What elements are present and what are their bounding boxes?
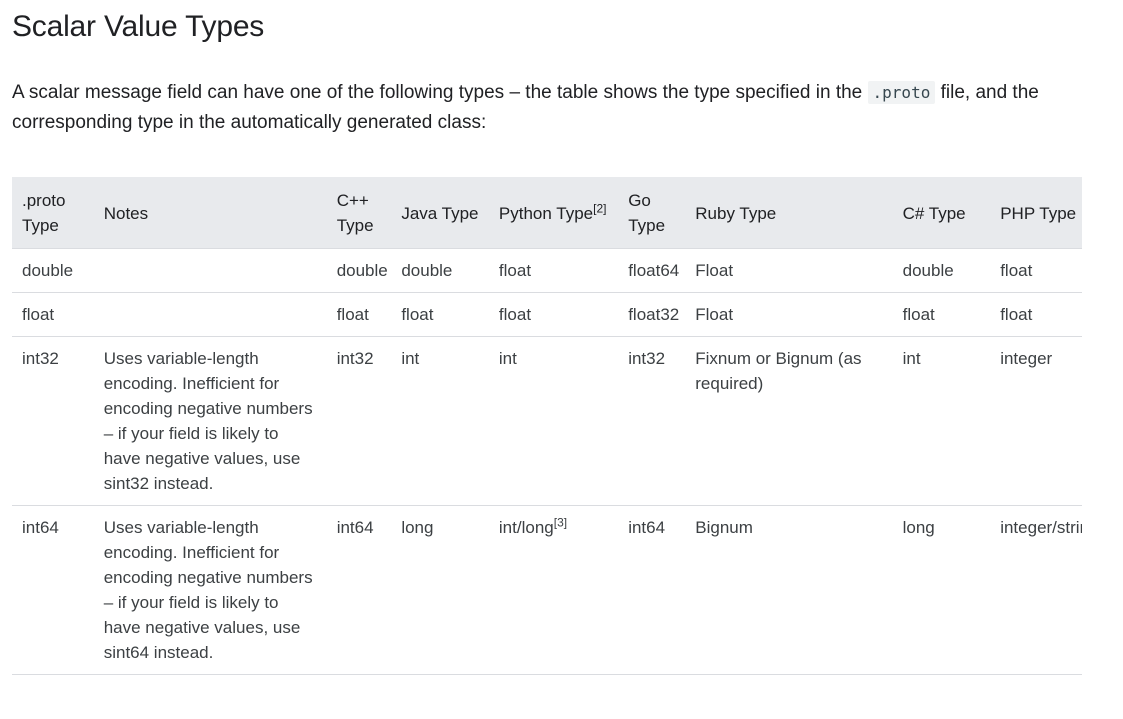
cell-proto-type: double bbox=[12, 248, 94, 293]
cell-go-type: int32 bbox=[618, 336, 686, 506]
cell-php-type: float bbox=[990, 292, 1082, 337]
cell-python-type: int/long[3] bbox=[488, 505, 619, 675]
cell-go-type: float32 bbox=[618, 292, 686, 337]
table-row: float float float float float32 Float fl… bbox=[12, 292, 1082, 337]
cell-php-type: float bbox=[990, 248, 1082, 293]
cell-csharp-type: int bbox=[892, 336, 991, 506]
python-type-text: int/long bbox=[498, 518, 554, 537]
header-php-type: PHP Type bbox=[990, 177, 1082, 249]
cell-proto-type: float bbox=[12, 292, 94, 337]
cell-proto-type: int32 bbox=[12, 336, 94, 506]
header-notes: Notes bbox=[93, 177, 327, 249]
cell-ruby-type: Float bbox=[685, 248, 893, 293]
table-header-row: .proto Type Notes C++ Type Java Type Pyt… bbox=[12, 177, 1082, 249]
cell-php-type: integer/string bbox=[990, 505, 1082, 675]
header-python-type: Python Type[2] bbox=[488, 177, 619, 249]
python-type-text: float bbox=[498, 305, 532, 324]
cell-cpp-type: int32 bbox=[326, 336, 392, 506]
footnote-2-link[interactable]: [2] bbox=[593, 200, 607, 215]
cell-python-type: float bbox=[488, 248, 619, 293]
cell-java-type: long bbox=[391, 505, 489, 675]
intro-text-start: A scalar message field can have one of t… bbox=[12, 82, 868, 103]
python-footnote[interactable]: [3] bbox=[553, 515, 568, 530]
header-csharp-type: C# Type bbox=[892, 177, 991, 249]
python-type-text: int bbox=[498, 349, 517, 368]
cell-php-type: integer bbox=[990, 336, 1082, 506]
cell-java-type: double bbox=[391, 248, 489, 293]
header-cpp-type: C++ Type bbox=[326, 177, 392, 249]
cell-java-type: float bbox=[391, 292, 489, 337]
cell-cpp-type: int64 bbox=[326, 505, 392, 675]
header-proto-type: .proto Type bbox=[12, 177, 94, 249]
header-ruby-type: Ruby Type bbox=[685, 177, 893, 249]
header-python-label: Python Type bbox=[498, 203, 594, 223]
cell-csharp-type: float bbox=[892, 292, 991, 337]
cell-cpp-type: double bbox=[326, 248, 392, 293]
cell-cpp-type: float bbox=[326, 292, 392, 337]
table-row: int32 Uses variable-length encoding. Ine… bbox=[12, 336, 1082, 506]
cell-csharp-type: double bbox=[892, 248, 991, 293]
cell-ruby-type: Bignum bbox=[685, 505, 893, 675]
cell-notes: Uses variable-length encoding. Inefficie… bbox=[93, 505, 327, 675]
scalar-types-table: .proto Type Notes C++ Type Java Type Pyt… bbox=[12, 177, 1082, 675]
cell-python-type: int bbox=[488, 336, 619, 506]
cell-go-type: float64 bbox=[618, 248, 686, 293]
cell-notes bbox=[93, 292, 327, 337]
table-row: double double double float float64 Float… bbox=[12, 248, 1082, 293]
header-go-type: Go Type bbox=[618, 177, 686, 249]
page-title: Scalar Value Types bbox=[12, 10, 265, 43]
cell-proto-type: int64 bbox=[12, 505, 94, 675]
proto-code-snippet: .proto bbox=[867, 81, 936, 104]
header-java-type: Java Type bbox=[391, 177, 489, 249]
cell-csharp-type: long bbox=[892, 505, 991, 675]
cell-python-type: float bbox=[488, 292, 619, 337]
table-row: int64 Uses variable-length encoding. Ine… bbox=[12, 505, 1082, 675]
intro-paragraph: A scalar message field can have one of t… bbox=[12, 78, 1092, 138]
cell-ruby-type: Float bbox=[685, 292, 893, 337]
cell-go-type: int64 bbox=[618, 505, 686, 675]
scalar-types-table-container[interactable]: .proto Type Notes C++ Type Java Type Pyt… bbox=[12, 177, 1082, 719]
intro-text-end: file, and the corresponding type in the … bbox=[12, 82, 1039, 133]
python-type-text: float bbox=[498, 261, 532, 280]
cell-notes bbox=[93, 248, 327, 293]
cell-java-type: int bbox=[391, 336, 489, 506]
cell-notes: Uses variable-length encoding. Inefficie… bbox=[93, 336, 327, 506]
cell-ruby-type: Fixnum or Bignum (as required) bbox=[685, 336, 893, 506]
